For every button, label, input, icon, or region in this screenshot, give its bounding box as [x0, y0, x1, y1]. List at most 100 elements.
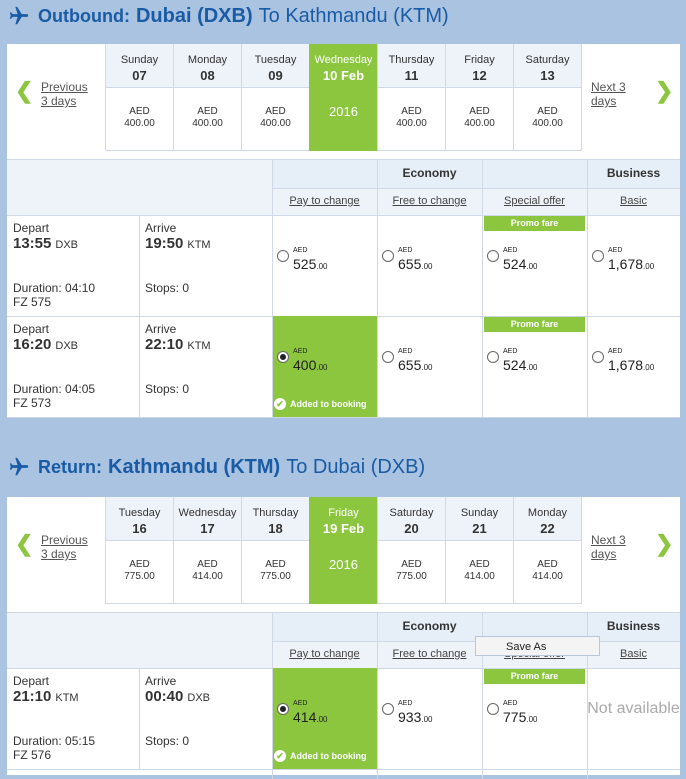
- fare-radio[interactable]: [487, 703, 499, 715]
- date-option[interactable]: Wednesday 10 Feb 2016: [309, 44, 377, 151]
- day-name: Tuesday: [254, 54, 297, 66]
- fare-radio[interactable]: [277, 250, 289, 262]
- divider: [377, 641, 378, 779]
- depart-time-value: 16:20: [13, 336, 52, 353]
- day-number: 13: [540, 68, 555, 83]
- fare-radio[interactable]: [487, 351, 499, 363]
- day-number: 20: [404, 521, 419, 536]
- date-option[interactable]: Thursday 11 AED 400.00: [377, 44, 445, 151]
- divider: [7, 612, 680, 613]
- date-header: Tuesday 16: [106, 497, 173, 541]
- date-option[interactable]: Sunday 21 AED 414.00: [445, 497, 513, 604]
- fare-radio[interactable]: [382, 703, 394, 715]
- depart-time: 13:55 DXB: [13, 235, 78, 252]
- date-header: Sunday 21: [446, 497, 513, 541]
- chevron-right-icon[interactable]: ❯: [655, 78, 674, 103]
- fare-integer: 400: [293, 357, 317, 373]
- currency: AED: [197, 106, 218, 117]
- fare-amount: 414.00: [293, 709, 327, 725]
- fare-integer: 414: [293, 709, 317, 725]
- fare-decimal: .00: [421, 715, 433, 724]
- date-option[interactable]: Thursday 18 AED 775.00: [241, 497, 309, 604]
- date-option[interactable]: Wednesday 17 AED 414.00: [173, 497, 241, 604]
- day-number: 19 Feb: [322, 521, 365, 536]
- fare-currency: AED: [503, 700, 518, 707]
- day-name: Friday: [328, 507, 359, 519]
- fare-radio[interactable]: [487, 250, 499, 262]
- date-header: Saturday 20: [378, 497, 445, 541]
- price-value: 400.00: [464, 118, 495, 129]
- context-menu-item-save-as[interactable]: Save As: [475, 636, 600, 656]
- chevron-left-icon[interactable]: ❮: [15, 78, 34, 103]
- fare-radio[interactable]: [382, 250, 394, 262]
- fare-type-special-offer[interactable]: Special offer: [482, 188, 587, 215]
- promo-badge: Promo fare: [484, 216, 585, 231]
- fare-amount: 1,678.00: [608, 357, 654, 373]
- fare-currency: AED: [293, 700, 308, 707]
- fare-currency: AED: [608, 348, 623, 355]
- date-option[interactable]: Tuesday 16 AED 775.00: [105, 497, 173, 604]
- fare-type-pay-to-change[interactable]: Pay to change: [272, 641, 377, 668]
- day-number: 11: [404, 68, 419, 83]
- date-option[interactable]: Tuesday 09 AED 400.00: [241, 44, 309, 151]
- depart-label: Depart: [13, 322, 50, 336]
- currency: AED: [401, 106, 422, 117]
- divider: [7, 417, 680, 418]
- day-price: AED 414.00: [514, 559, 581, 583]
- price-value: 775.00: [124, 571, 155, 582]
- previous-days-link[interactable]: Previous 3 days: [41, 80, 88, 108]
- fare-amount: 400.00: [293, 357, 327, 373]
- date-option[interactable]: Monday 22 AED 414.00: [513, 497, 582, 604]
- fare-currency: AED: [293, 348, 308, 355]
- date-header: Thursday 18: [242, 497, 309, 541]
- fare-radio[interactable]: [592, 351, 604, 363]
- date-header: Thursday 11: [378, 44, 445, 88]
- fare-type-basic[interactable]: Basic: [587, 188, 680, 215]
- fare-radio[interactable]: [277, 351, 289, 363]
- currency: AED: [469, 106, 490, 117]
- arrive-label: Arrive: [145, 221, 177, 235]
- fare-radio[interactable]: [592, 250, 604, 262]
- fare-amount: 525.00: [293, 256, 327, 272]
- day-name: Monday: [187, 54, 228, 66]
- duration: Duration: 05:15: [13, 734, 96, 748]
- date-option[interactable]: Sunday 07 AED 400.00: [105, 44, 173, 151]
- fare-cell[interactable]: [272, 668, 377, 769]
- date-option[interactable]: Monday 08 AED 400.00: [173, 44, 241, 151]
- fare-type-pay-to-change[interactable]: Pay to change: [272, 188, 377, 215]
- date-option[interactable]: Friday 19 Feb 2016: [309, 497, 377, 604]
- date-option[interactable]: Saturday 20 AED 775.00: [377, 497, 445, 604]
- fare-currency: AED: [293, 247, 308, 254]
- section-prefix: Return:: [38, 456, 102, 477]
- divider: [139, 668, 140, 769]
- price-value: 775.00: [260, 571, 291, 582]
- date-option[interactable]: Saturday 13 AED 400.00: [513, 44, 582, 151]
- fare-radio[interactable]: [277, 703, 289, 715]
- added-to-booking: ✔ Added to booking: [274, 398, 367, 410]
- arrive-airport: KTM: [187, 239, 211, 251]
- chevron-left-icon[interactable]: ❮: [15, 531, 34, 556]
- previous-days-link[interactable]: Previous 3 days: [41, 533, 88, 561]
- fare-radio[interactable]: [382, 351, 394, 363]
- cabin-header-economy: Economy: [272, 159, 587, 188]
- chevron-right-icon[interactable]: ❯: [655, 531, 674, 556]
- date-option[interactable]: Friday 12 AED 400.00: [445, 44, 513, 151]
- fare-currency: AED: [398, 700, 413, 707]
- cabin-header-business: Business: [587, 159, 680, 188]
- fare-integer: 1,678: [608, 357, 644, 373]
- fare-type-free-to-change[interactable]: Free to change: [377, 641, 482, 668]
- fare-amount: 524.00: [503, 256, 537, 272]
- fare-type-basic[interactable]: Basic: [587, 641, 680, 668]
- fare-type-free-to-change[interactable]: Free to change: [377, 188, 482, 215]
- arrive-time: 22:10 KTM: [145, 336, 211, 353]
- fare-decimal: .00: [316, 363, 328, 372]
- day-name: Sunday: [460, 507, 499, 519]
- fare-integer: 655: [398, 357, 422, 373]
- currency: AED: [197, 559, 218, 570]
- next-days-link[interactable]: Next 3 days: [591, 80, 626, 108]
- next-days-link[interactable]: Next 3 days: [591, 533, 626, 561]
- fare-cell[interactable]: [272, 316, 377, 417]
- fare-amount: 655.00: [398, 357, 432, 373]
- arrive-time: 19:50 KTM: [145, 235, 211, 252]
- selected-year: 2016: [329, 104, 358, 119]
